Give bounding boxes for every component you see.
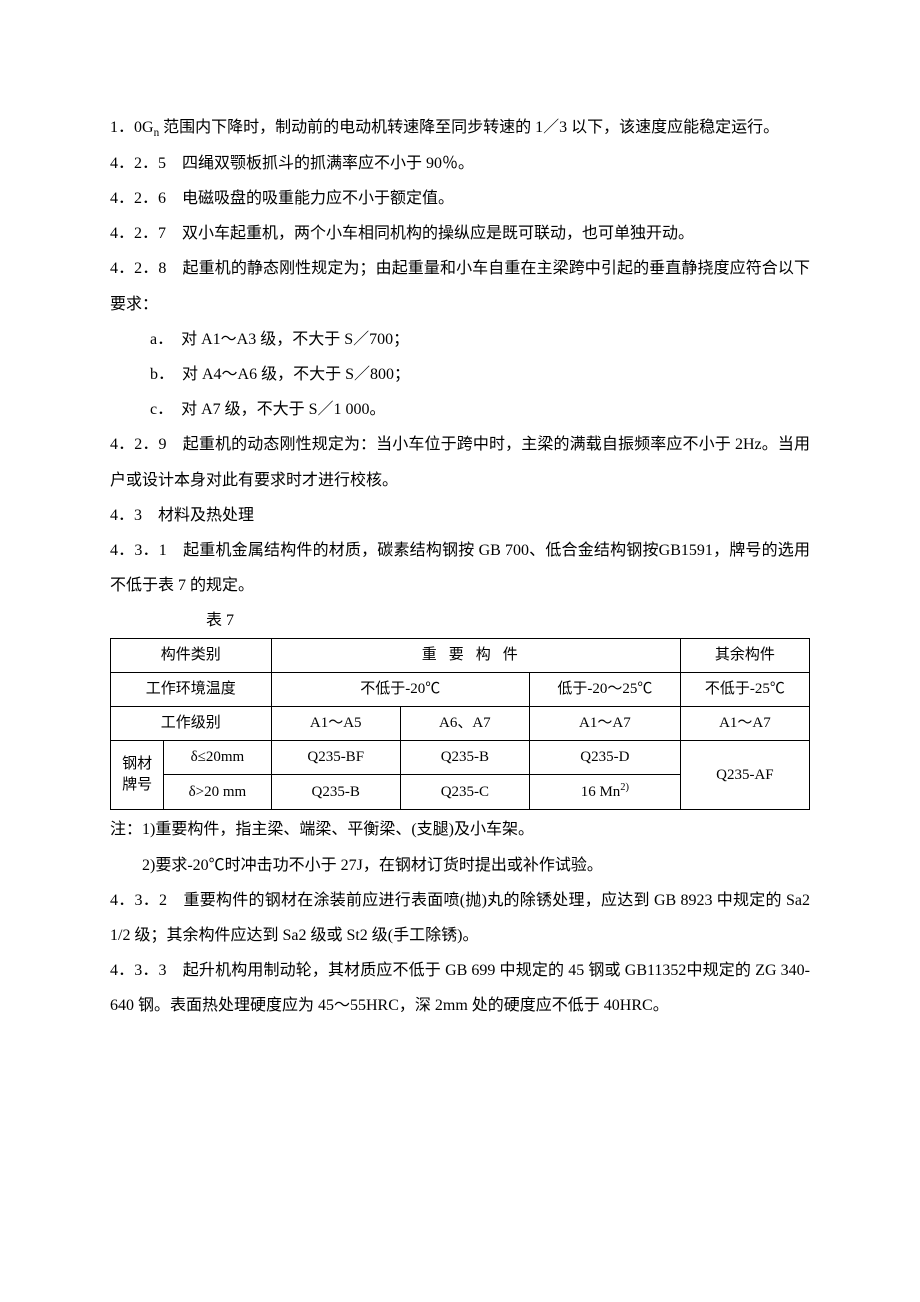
- cell-q235af: Q235-AF: [680, 741, 809, 810]
- cell-q235b2: Q235-B: [271, 775, 400, 810]
- cell-work-level: 工作级别: [111, 707, 272, 741]
- cell-16mn: 16 Mn2): [529, 775, 680, 810]
- cell-q235bf: Q235-BF: [271, 741, 400, 775]
- para-4-3: 4．3 材料及热处理: [110, 498, 810, 533]
- cell-steel-grade: 钢材牌号: [111, 741, 164, 810]
- text: 1．0G: [110, 119, 154, 136]
- para-4-3-1: 4．3．1 起重机金属结构件的材质，碳素结构钢按 GB 700、低合金结构钢按G…: [110, 533, 810, 603]
- para-4-2-4-cont: 1．0Gn 范围内下降时，制动前的电动机转速降至同步转速的 1／3 以下，该速度…: [110, 110, 810, 146]
- text: 16 Mn: [581, 784, 621, 800]
- para-4-2-6: 4．2．6 电磁吸盘的吸重能力应不小于额定值。: [110, 181, 810, 216]
- cell-temp-b: 低于-20～25℃: [529, 673, 680, 707]
- cell-lvl-d: A1～A7: [680, 707, 809, 741]
- cell-lvl-c: A1～A7: [529, 707, 680, 741]
- para-4-2-7: 4．2．7 双小车起重机，两个小车相同机构的操纵应是既可联动，也可单独开动。: [110, 216, 810, 251]
- para-4-2-8-b: b． 对 A4～A6 级，不大于 S／800；: [110, 357, 810, 392]
- para-4-3-3: 4．3．3 起升机构用制动轮，其材质应不低于 GB 699 中规定的 45 钢或…: [110, 953, 810, 1023]
- cell-lvl-a: A1～A5: [271, 707, 400, 741]
- cell-q235c: Q235-C: [400, 775, 529, 810]
- superscript-2: 2): [620, 782, 629, 793]
- cell-important: 重要构件: [271, 639, 680, 673]
- text: 范围内下降时，制动前的电动机转速降至同步转速的 1／3 以下，该速度应能稳定运行…: [159, 119, 779, 136]
- table-row: 工作级别 A1～A5 A6、A7 A1～A7 A1～A7: [111, 707, 810, 741]
- para-4-3-2: 4．3．2 重要构件的钢材在涂装前应进行表面喷(抛)丸的除锈处理，应达到 GB …: [110, 883, 810, 953]
- text: 重要构件: [422, 647, 530, 663]
- cell-other: 其余构件: [680, 639, 809, 673]
- para-4-2-8-c: c． 对 A7 级，不大于 S／1 000。: [110, 392, 810, 427]
- cell-component-type: 构件类别: [111, 639, 272, 673]
- cell-delta-le20: δ≤20mm: [164, 741, 271, 775]
- para-4-2-8: 4．2．8 起重机的静态刚性规定为；由起重量和小车自重在主梁跨中引起的垂直静挠度…: [110, 251, 810, 321]
- cell-q235b: Q235-B: [400, 741, 529, 775]
- cell-delta-gt20: δ>20 mm: [164, 775, 271, 810]
- para-4-2-8-a: a． 对 A1～A3 级，不大于 S／700；: [110, 322, 810, 357]
- table-row: 构件类别 重要构件 其余构件: [111, 639, 810, 673]
- cell-env-temp: 工作环境温度: [111, 673, 272, 707]
- table-note-2: 2)要求-20℃时冲击功不小于 27J，在钢材订货时提出或补作试验。: [110, 848, 810, 883]
- table-row: 钢材牌号 δ≤20mm Q235-BF Q235-B Q235-D Q235-A…: [111, 741, 810, 775]
- table-note-1: 注：1)重要构件，指主梁、端梁、平衡梁、(支腿)及小车架。: [110, 812, 810, 847]
- cell-temp-a: 不低于-20℃: [271, 673, 529, 707]
- para-4-2-9: 4．2．9 起重机的动态刚性规定为：当小车位于跨中时，主梁的满载自振频率应不小于…: [110, 427, 810, 497]
- cell-lvl-b: A6、A7: [400, 707, 529, 741]
- cell-temp-c: 不低于-25℃: [680, 673, 809, 707]
- para-4-2-5: 4．2．5 四绳双颚板抓斗的抓满率应不小于 90％。: [110, 146, 810, 181]
- cell-q235d: Q235-D: [529, 741, 680, 775]
- table-row: 工作环境温度 不低于-20℃ 低于-20～25℃ 不低于-25℃: [111, 673, 810, 707]
- table-caption: 表 7: [110, 603, 810, 638]
- table-7: 构件类别 重要构件 其余构件 工作环境温度 不低于-20℃ 低于-20～25℃ …: [110, 638, 810, 810]
